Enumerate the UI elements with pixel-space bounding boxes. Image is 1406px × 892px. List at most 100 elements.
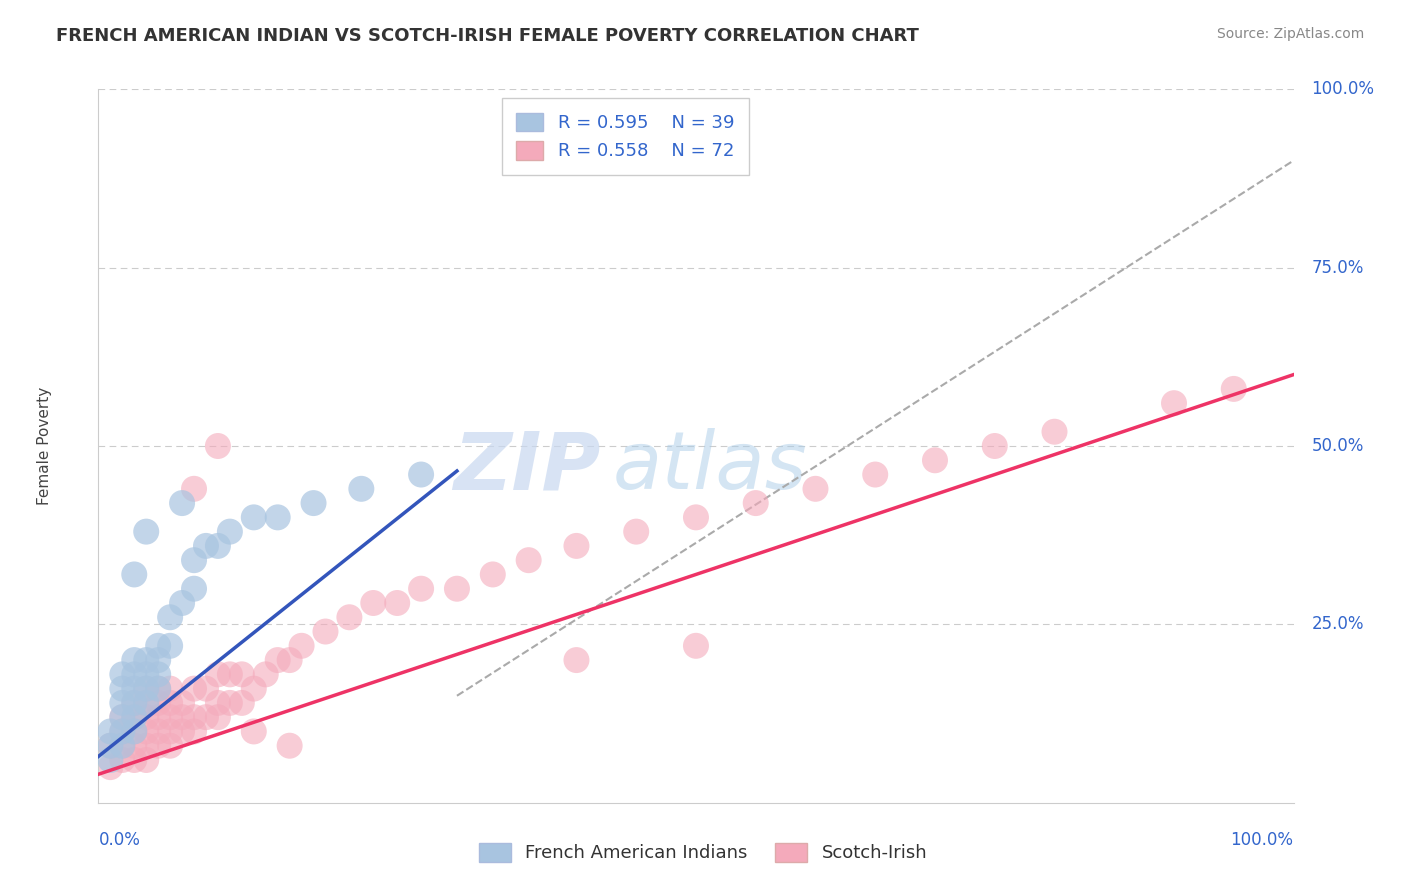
Point bbox=[159, 696, 181, 710]
Text: 25.0%: 25.0% bbox=[1312, 615, 1364, 633]
Text: ZIP: ZIP bbox=[453, 428, 600, 507]
Point bbox=[124, 710, 146, 724]
Point bbox=[302, 496, 325, 510]
Point bbox=[243, 681, 266, 696]
Point bbox=[924, 453, 946, 467]
Text: atlas: atlas bbox=[613, 428, 807, 507]
Point bbox=[172, 696, 194, 710]
Point bbox=[291, 639, 314, 653]
Point bbox=[135, 681, 157, 696]
Point bbox=[254, 667, 277, 681]
Point bbox=[159, 681, 181, 696]
Point bbox=[111, 710, 134, 724]
Point bbox=[111, 753, 134, 767]
Point bbox=[363, 596, 385, 610]
Text: 0.0%: 0.0% bbox=[98, 831, 141, 849]
Point bbox=[98, 753, 122, 767]
Point bbox=[385, 596, 409, 610]
Point bbox=[207, 696, 229, 710]
Point bbox=[148, 667, 170, 681]
Point bbox=[350, 482, 373, 496]
Point bbox=[195, 710, 218, 724]
Point bbox=[148, 681, 170, 696]
Point bbox=[124, 667, 146, 681]
Point bbox=[339, 610, 361, 624]
Point bbox=[183, 724, 205, 739]
Point bbox=[124, 696, 146, 710]
Point bbox=[207, 667, 229, 681]
Point bbox=[111, 739, 134, 753]
Point bbox=[565, 539, 588, 553]
Point bbox=[98, 724, 122, 739]
Point bbox=[159, 639, 181, 653]
Text: Source: ZipAtlas.com: Source: ZipAtlas.com bbox=[1216, 27, 1364, 41]
Point bbox=[231, 667, 253, 681]
Point bbox=[148, 653, 170, 667]
Text: 50.0%: 50.0% bbox=[1312, 437, 1364, 455]
Point bbox=[481, 567, 505, 582]
Point bbox=[159, 610, 181, 624]
Point bbox=[111, 667, 134, 681]
Point bbox=[411, 467, 433, 482]
Point bbox=[135, 696, 157, 710]
Point bbox=[195, 539, 218, 553]
Point bbox=[183, 582, 205, 596]
Point bbox=[183, 681, 205, 696]
Point bbox=[159, 710, 181, 724]
Point bbox=[124, 724, 146, 739]
Legend: R = 0.595    N = 39, R = 0.558    N = 72: R = 0.595 N = 39, R = 0.558 N = 72 bbox=[502, 98, 749, 175]
Point bbox=[98, 739, 122, 753]
Point bbox=[148, 724, 170, 739]
Point bbox=[148, 739, 170, 753]
Point bbox=[207, 710, 229, 724]
Point bbox=[626, 524, 648, 539]
Point bbox=[111, 710, 134, 724]
Point bbox=[124, 567, 146, 582]
Point bbox=[124, 653, 146, 667]
Point bbox=[148, 696, 170, 710]
Point bbox=[135, 739, 157, 753]
Text: 75.0%: 75.0% bbox=[1312, 259, 1364, 277]
Point bbox=[172, 496, 194, 510]
Point bbox=[1043, 425, 1066, 439]
Point bbox=[135, 696, 157, 710]
Point bbox=[124, 696, 146, 710]
Point bbox=[135, 524, 157, 539]
Point bbox=[111, 696, 134, 710]
Point bbox=[111, 739, 134, 753]
Point bbox=[195, 681, 218, 696]
Point bbox=[124, 739, 146, 753]
Point bbox=[685, 510, 707, 524]
Point bbox=[219, 667, 242, 681]
Point bbox=[172, 710, 194, 724]
Point bbox=[1223, 382, 1246, 396]
Point bbox=[111, 681, 134, 696]
Point bbox=[148, 681, 170, 696]
Point bbox=[159, 739, 181, 753]
Point bbox=[135, 724, 157, 739]
Point bbox=[231, 696, 253, 710]
Point bbox=[278, 739, 301, 753]
Text: 100.0%: 100.0% bbox=[1230, 831, 1294, 849]
Text: FRENCH AMERICAN INDIAN VS SCOTCH-IRISH FEMALE POVERTY CORRELATION CHART: FRENCH AMERICAN INDIAN VS SCOTCH-IRISH F… bbox=[56, 27, 920, 45]
Point bbox=[315, 624, 337, 639]
Point bbox=[135, 753, 157, 767]
Point bbox=[565, 653, 588, 667]
Point bbox=[135, 653, 157, 667]
Point bbox=[98, 739, 122, 753]
Point bbox=[207, 439, 229, 453]
Point bbox=[685, 639, 707, 653]
Point bbox=[111, 724, 134, 739]
Point bbox=[124, 710, 146, 724]
Point bbox=[219, 524, 242, 539]
Point bbox=[517, 553, 540, 567]
Point bbox=[183, 553, 205, 567]
Point bbox=[159, 724, 181, 739]
Point bbox=[124, 681, 146, 696]
Point bbox=[148, 639, 170, 653]
Point bbox=[243, 510, 266, 524]
Point bbox=[183, 710, 205, 724]
Point bbox=[172, 724, 194, 739]
Point bbox=[172, 596, 194, 610]
Point bbox=[98, 760, 122, 774]
